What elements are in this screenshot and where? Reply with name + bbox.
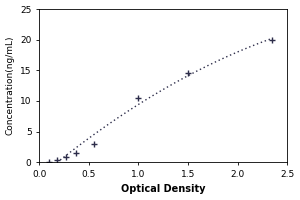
- Y-axis label: Concentration(ng/mL): Concentration(ng/mL): [6, 36, 15, 135]
- X-axis label: Optical Density: Optical Density: [121, 184, 206, 194]
